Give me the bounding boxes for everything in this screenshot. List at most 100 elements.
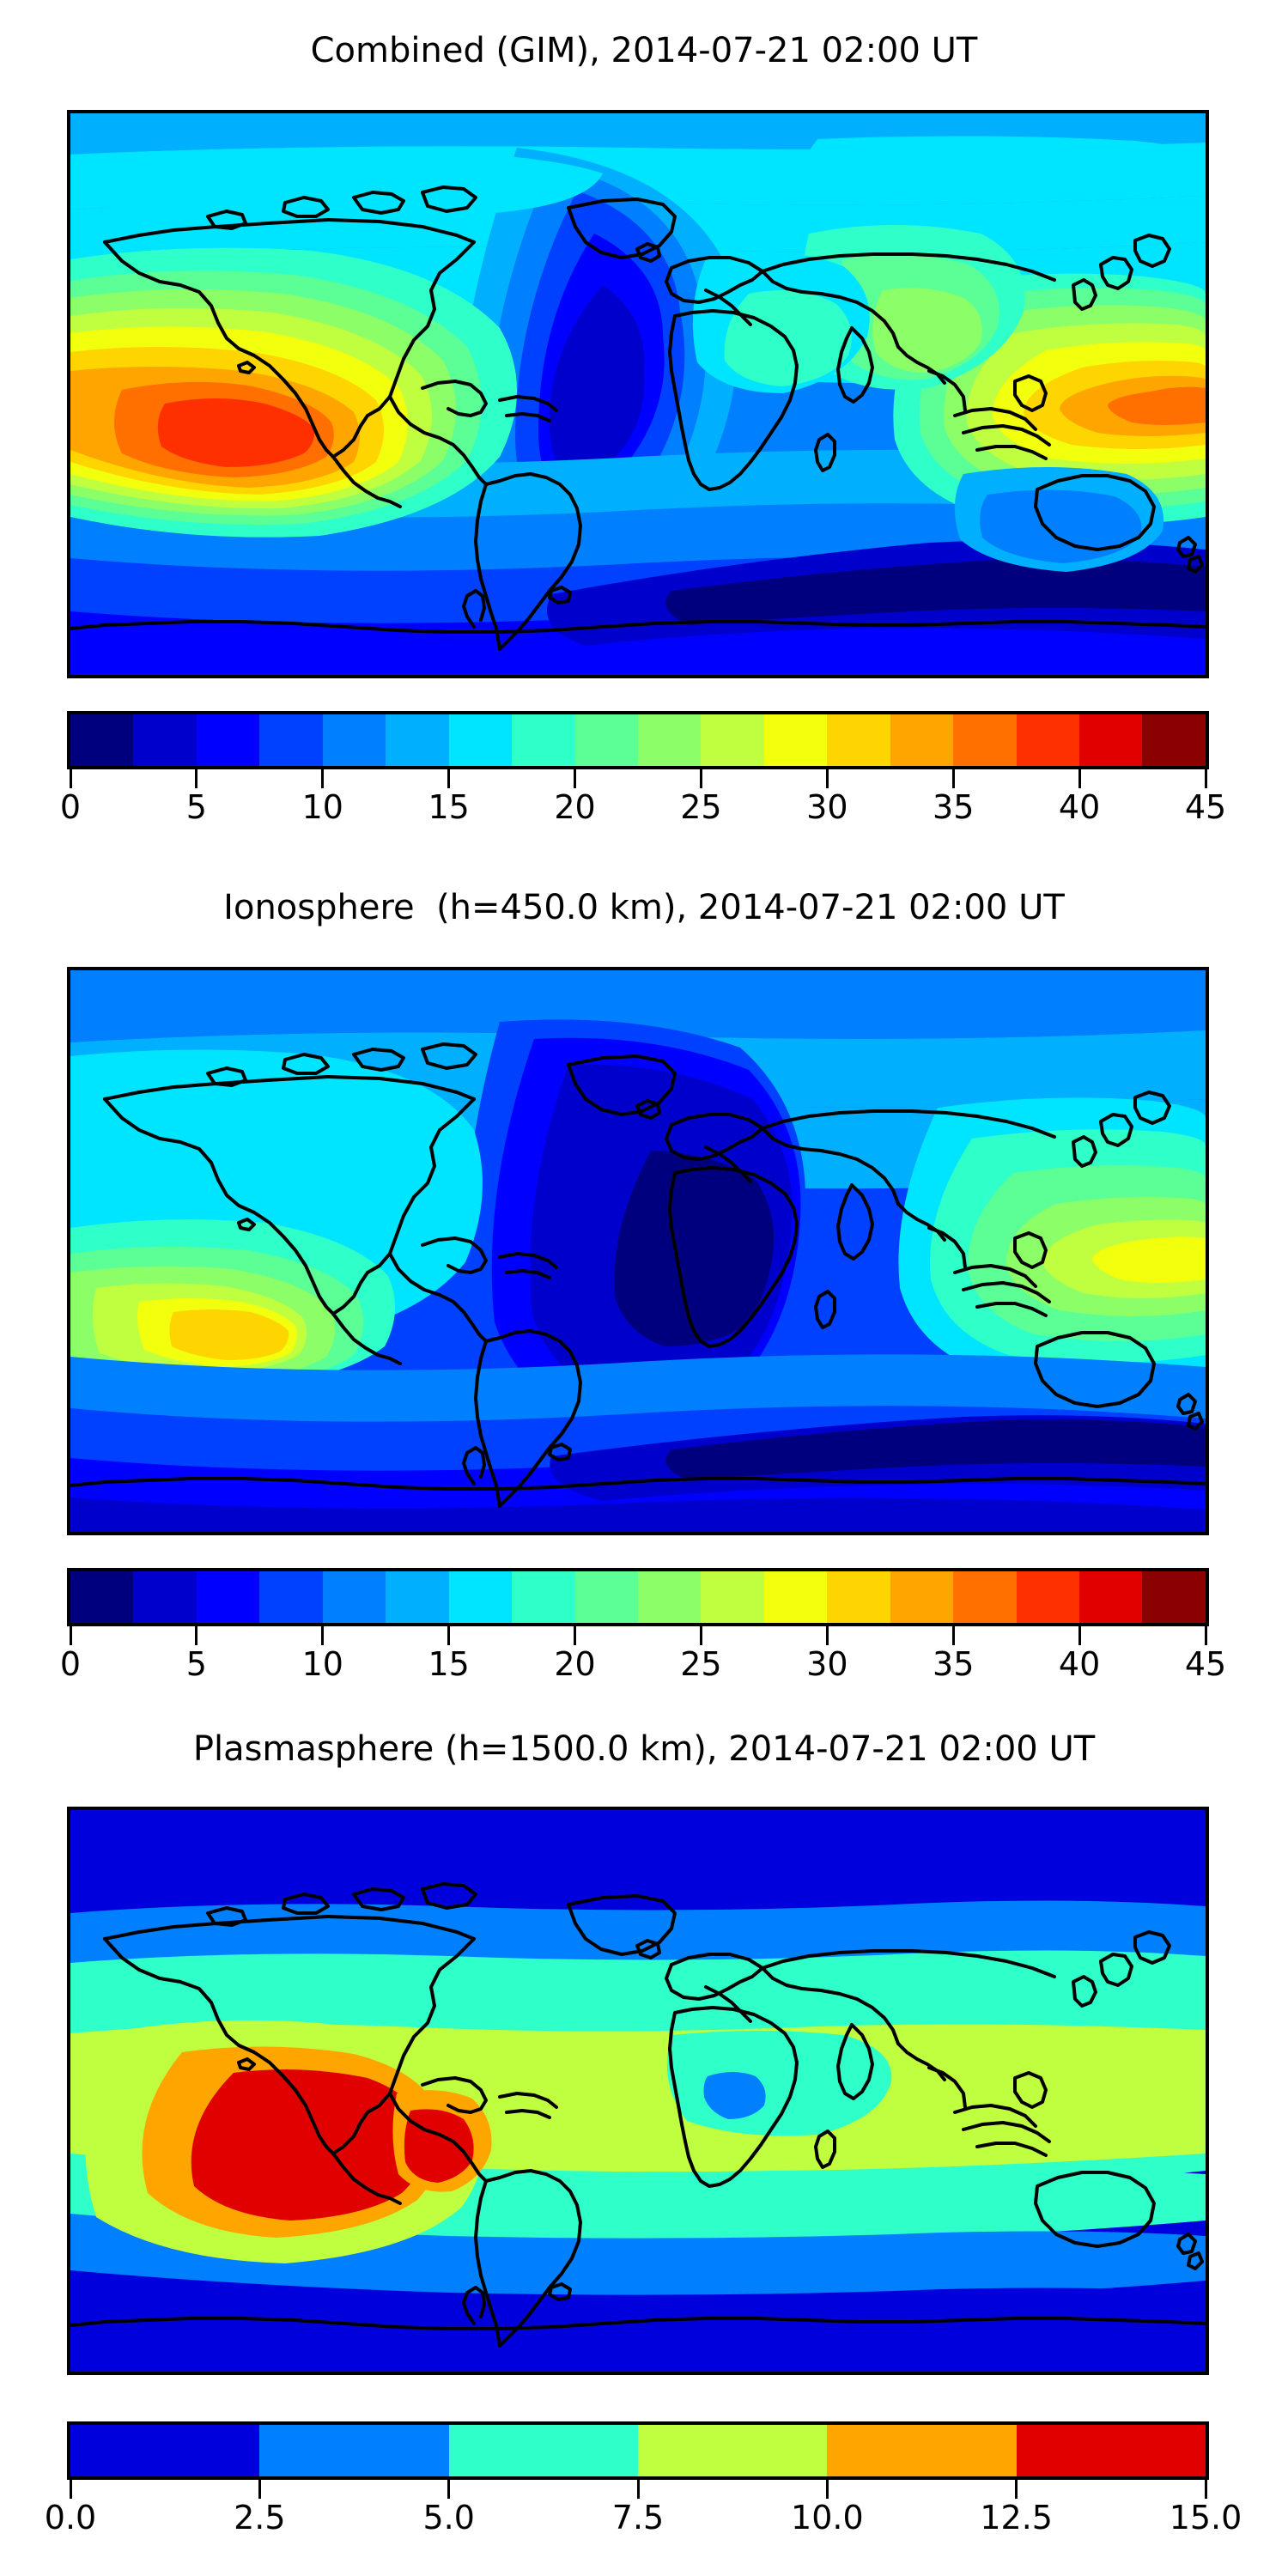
panel-3-colorbar-ticks [67, 2480, 1209, 2499]
panel-3-colorbar-labels: 0.0 2.5 5.0 7.5 10.0 12.5 15.0 [0, 2499, 1288, 2543]
colorbar-1-segment [701, 714, 764, 766]
colorbar-2-segment [196, 1571, 260, 1623]
colorbar-2-tick-label: 35 [933, 1645, 975, 1683]
colorbar-3-tick-label: 12.5 [980, 2499, 1053, 2537]
colorbar-3-tick-label: 10.0 [791, 2499, 864, 2537]
colorbar-2-tick-label: 0 [59, 1645, 82, 1683]
colorbar-3-segment [259, 2425, 449, 2476]
colorbar-1-tick [825, 769, 829, 788]
colorbar-2-tick [825, 1626, 829, 1645]
colorbar-2-segment [953, 1571, 1017, 1623]
colorbar-1-segment [763, 714, 828, 766]
colorbar-3-segment [1016, 2425, 1206, 2476]
colorbar-1-segment [574, 714, 638, 766]
colorbar-1-tick [69, 769, 72, 788]
colorbar-1-tick [1078, 769, 1081, 788]
colorbar-1-tick [1204, 769, 1207, 788]
colorbar-2-tick [574, 1626, 577, 1645]
colorbar-2-tick-label: 30 [806, 1645, 848, 1683]
colorbar-3-segment [637, 2425, 828, 2476]
colorbar-1-segment [953, 714, 1017, 766]
colorbar-2-segment [763, 1571, 828, 1623]
colorbar-3-tick [447, 2480, 451, 2499]
colorbar-2-tick-label: 15 [428, 1645, 470, 1683]
colorbar-1-tick-label: 0 [59, 788, 82, 826]
colorbar-1-tick [447, 769, 451, 788]
colorbar-1-segment [448, 714, 513, 766]
colorbar-2-tick-label: 45 [1184, 1645, 1227, 1683]
colorbar-1-tick-label: 30 [806, 788, 848, 826]
panel-2-title: Ionosphere (h=450.0 km), 2014-07-21 02:0… [223, 888, 1065, 927]
colorbar-1-tick-label: 20 [554, 788, 596, 826]
colorbar-2-segment [386, 1571, 449, 1623]
colorbar-2-tick [447, 1626, 451, 1645]
colorbar-3-tick [825, 2480, 829, 2499]
colorbar-3-tick-label: 2.5 [234, 2499, 286, 2537]
colorbar-1-segment [70, 714, 134, 766]
colorbar-1-tick-label: 40 [1058, 788, 1101, 826]
panel-2-colorbar-labels: 0 5 10 15 20 25 30 35 40 45 [0, 1645, 1288, 1690]
colorbar-2-segment [890, 1571, 954, 1623]
colorbar-2-segment [322, 1571, 386, 1623]
colorbar-1-tick-label: 10 [301, 788, 343, 826]
colorbar-2-tick [951, 1626, 955, 1645]
colorbar-2-segment [637, 1571, 702, 1623]
colorbar-1-segment [512, 714, 575, 766]
colorbar-2-segment [1016, 1571, 1079, 1623]
colorbar-2-segment [448, 1571, 513, 1623]
colorbar-1-tick [321, 769, 325, 788]
colorbar-1-segment [827, 714, 890, 766]
panel-1-map [67, 110, 1209, 678]
colorbar-1-tick-label: 45 [1184, 788, 1227, 826]
colorbar-2-segment [574, 1571, 638, 1623]
panel-2-colorbar-ticks [67, 1626, 1209, 1645]
colorbar-2-segment [259, 1571, 323, 1623]
colorbar-3-tick-label: 15.0 [1169, 2499, 1242, 2537]
colorbar-1-segment [196, 714, 260, 766]
panel-2-map [67, 967, 1209, 1535]
panel-3-map [67, 1807, 1209, 2375]
colorbar-3-tick-label: 7.5 [611, 2499, 665, 2537]
colorbar-3-tick [1015, 2480, 1018, 2499]
colorbar-1-segment [133, 714, 197, 766]
colorbar-2-segment [701, 1571, 764, 1623]
panel-1-colorbar-ticks [67, 769, 1209, 788]
colorbar-2-segment [512, 1571, 575, 1623]
colorbar-3-tick [258, 2480, 261, 2499]
panel-1-title: Combined (GIM), 2014-07-21 02:00 UT [310, 31, 978, 70]
colorbar-1-segment [1142, 714, 1206, 766]
colorbar-3-segment [70, 2425, 260, 2476]
colorbar-2-tick-label: 20 [554, 1645, 596, 1683]
colorbar-2-segment [70, 1571, 134, 1623]
colorbar-1-tick-label: 5 [185, 788, 207, 826]
colorbar-1-segment [322, 714, 386, 766]
panel-2-colorbar [67, 1568, 1209, 1626]
colorbar-1-segment [1079, 714, 1143, 766]
colorbar-2-segment [1079, 1571, 1143, 1623]
colorbar-1-tick-label: 15 [428, 788, 470, 826]
colorbar-1-tick [574, 769, 577, 788]
colorbar-2-segment [827, 1571, 890, 1623]
panel-1-colorbar-labels: 0 5 10 15 20 25 30 35 40 45 [0, 788, 1288, 833]
colorbar-2-tick [69, 1626, 72, 1645]
colorbar-2-segment [133, 1571, 197, 1623]
colorbar-1-tick [195, 769, 198, 788]
colorbar-1-tick-label: 25 [680, 788, 722, 826]
colorbar-1-tick [951, 769, 955, 788]
colorbar-1-tick-label: 35 [933, 788, 975, 826]
panel-3-title: Plasmasphere (h=1500.0 km), 2014-07-21 0… [192, 1729, 1096, 1769]
colorbar-1-segment [386, 714, 449, 766]
colorbar-2-tick-label: 5 [185, 1645, 207, 1683]
colorbar-2-tick [321, 1626, 325, 1645]
colorbar-3-tick [69, 2480, 72, 2499]
colorbar-2-tick [699, 1626, 702, 1645]
colorbar-1-segment [1016, 714, 1079, 766]
panel-1-field [70, 113, 1206, 675]
colorbar-3-tick-label: 5.0 [422, 2499, 475, 2537]
colorbar-2-tick [1078, 1626, 1081, 1645]
colorbar-3-segment [448, 2425, 638, 2476]
colorbar-2-tick-label: 40 [1058, 1645, 1101, 1683]
colorbar-2-tick [195, 1626, 198, 1645]
panel-1-colorbar [67, 711, 1209, 769]
